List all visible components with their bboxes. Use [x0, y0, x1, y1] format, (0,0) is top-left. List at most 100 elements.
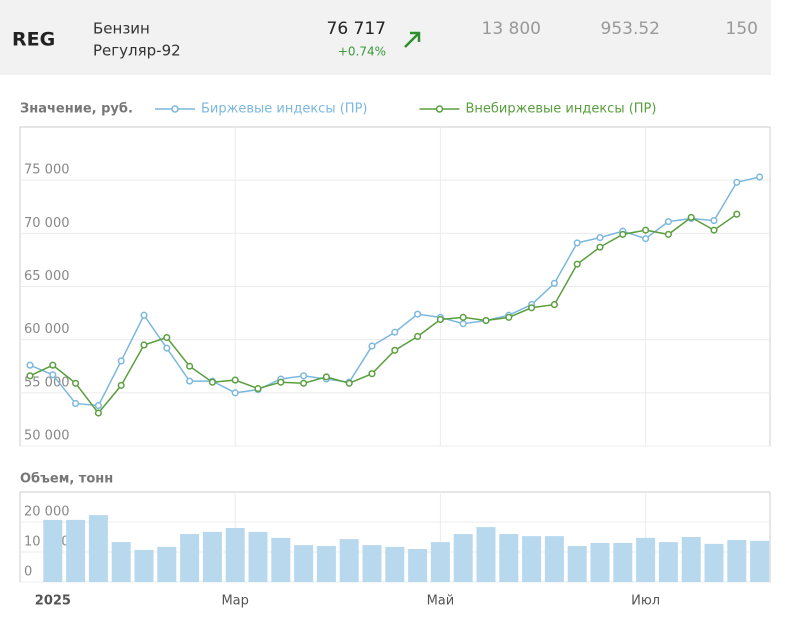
point [528, 304, 536, 312]
y-tick-label: 50 000 [24, 429, 70, 444]
y-tick-label: 65 000 [24, 269, 70, 284]
y-tick-label: 60 000 [24, 322, 70, 337]
bar [453, 534, 473, 582]
col1: 13 800 [482, 19, 541, 39]
x-tick-label: Июл [631, 594, 660, 609]
point [254, 385, 262, 393]
point [550, 301, 558, 309]
point [140, 341, 148, 349]
point [163, 333, 171, 342]
point [756, 173, 764, 181]
x-tick-label: 2025 [35, 594, 71, 609]
up-arrow [404, 31, 421, 48]
point [186, 377, 194, 385]
y-tick-label: 55 000 [24, 375, 70, 390]
point [117, 381, 125, 389]
point [664, 230, 672, 238]
point [459, 313, 467, 321]
bar [385, 546, 405, 582]
point [368, 370, 376, 378]
bar [248, 531, 268, 582]
point [300, 379, 308, 387]
legend-marker [171, 105, 179, 113]
price: 76 717 [327, 19, 386, 39]
col2: 953.52 [601, 19, 660, 39]
bar [681, 537, 701, 582]
bar [111, 542, 131, 582]
bar [567, 546, 587, 582]
point [642, 226, 650, 234]
point [117, 357, 125, 365]
point [72, 399, 80, 408]
bar [362, 545, 382, 582]
point [414, 332, 422, 341]
price-change: +0.74% [338, 45, 386, 59]
bar [202, 531, 222, 582]
point [322, 373, 330, 381]
y-tick-label: 20 000 [24, 505, 70, 520]
point [391, 328, 399, 336]
product-grade: Регуляр-92 [93, 42, 181, 60]
point [231, 389, 239, 397]
point [391, 346, 399, 354]
col3: 150 [726, 19, 758, 39]
point [596, 234, 604, 242]
point [231, 376, 239, 384]
ticker: REG [12, 29, 55, 51]
point [573, 239, 581, 247]
point [436, 315, 444, 324]
point [505, 313, 513, 321]
x-tick-label: Мар [221, 594, 248, 609]
point [72, 379, 80, 387]
bar [430, 542, 450, 582]
point [163, 344, 171, 352]
bar [590, 543, 610, 582]
point [277, 378, 285, 386]
bar [66, 519, 86, 582]
point [459, 320, 467, 328]
point [345, 379, 353, 387]
product-name: Бензин [93, 20, 150, 38]
bar [544, 536, 564, 582]
series-line [29, 213, 738, 415]
point [368, 342, 376, 350]
point [208, 378, 216, 386]
legend-marker [435, 105, 444, 113]
point [733, 210, 741, 218]
series-line [29, 176, 760, 407]
bar [339, 539, 359, 582]
point [619, 230, 627, 238]
bar [134, 549, 154, 582]
bar [750, 540, 770, 582]
point [642, 235, 650, 243]
bar [658, 542, 678, 582]
point [49, 361, 57, 369]
point [710, 217, 718, 225]
legend-label: Биржевые индексы (ПР) [201, 102, 367, 117]
bar [88, 515, 108, 582]
bar [408, 549, 428, 582]
point [664, 218, 672, 226]
point [140, 311, 148, 319]
bar [271, 537, 291, 582]
point [49, 371, 57, 379]
point [710, 226, 718, 234]
point [186, 362, 194, 370]
bar [180, 534, 200, 582]
bar [499, 534, 519, 582]
bar [225, 528, 245, 582]
bar [636, 537, 656, 582]
point [733, 178, 741, 186]
point [573, 260, 581, 268]
bar [43, 519, 63, 582]
y-tick-label: 75 000 [24, 163, 70, 178]
y-tick-label: 0 [24, 565, 32, 580]
point [26, 361, 34, 369]
bar-title: Объем, тонн [20, 472, 113, 487]
point [26, 372, 34, 380]
bar [316, 546, 336, 582]
point [482, 316, 490, 325]
y-tick-label: 70 000 [24, 216, 70, 231]
header-bg [0, 0, 771, 75]
